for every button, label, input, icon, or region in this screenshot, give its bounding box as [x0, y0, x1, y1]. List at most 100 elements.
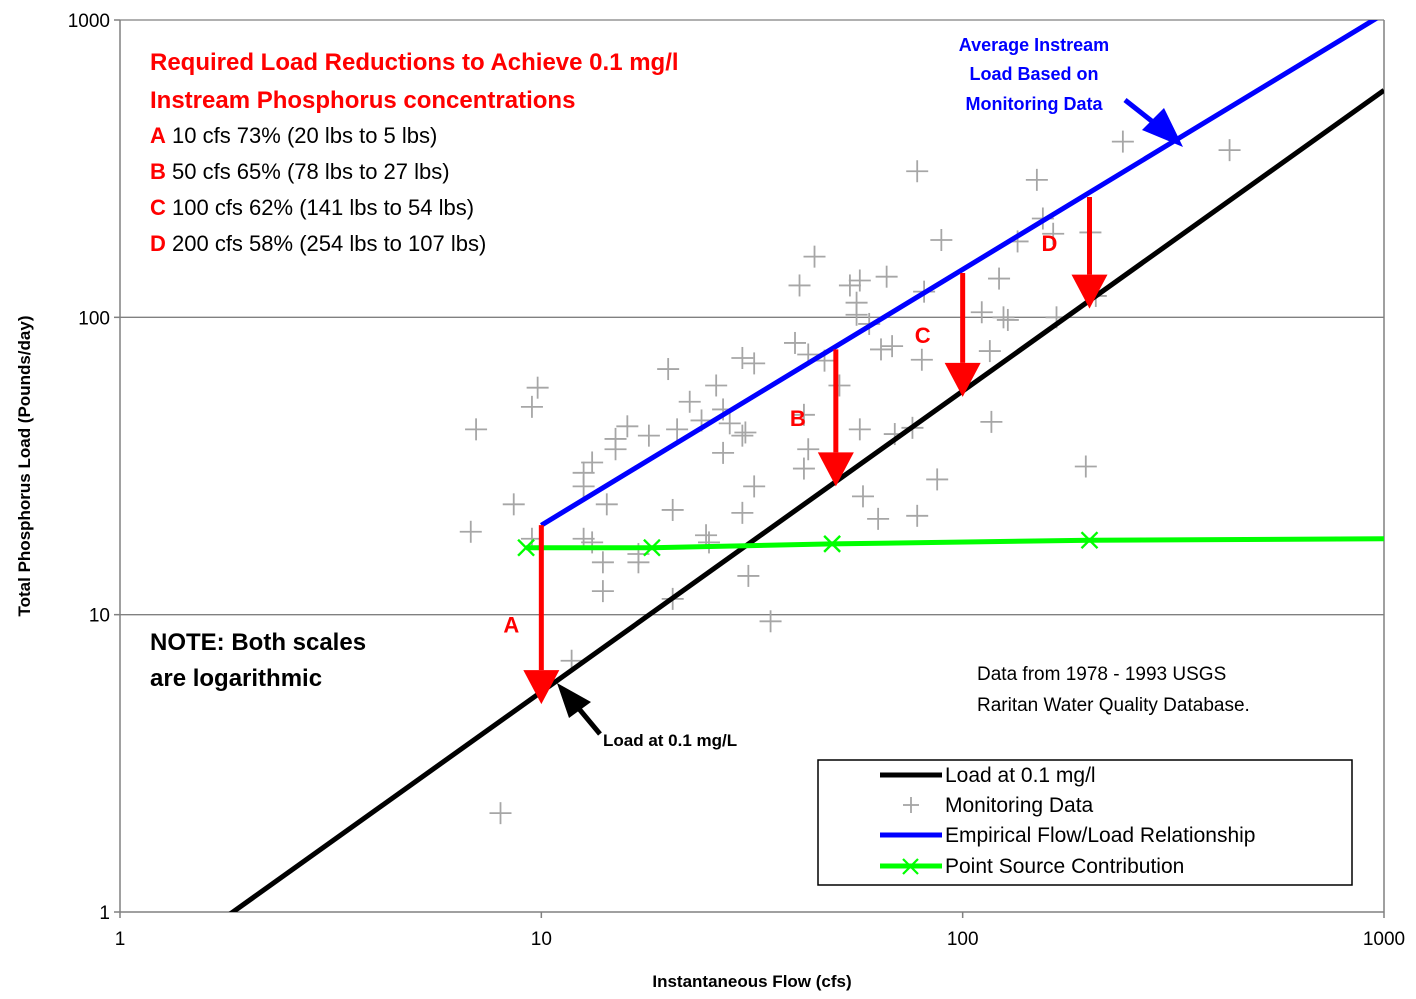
- data-point: [1074, 455, 1097, 478]
- data-point: [731, 501, 754, 524]
- source-line2: Raritan Water Quality Database.: [977, 695, 1250, 716]
- data-point: [867, 507, 890, 530]
- x-axis-title: Instantaneous Flow (cfs): [652, 972, 851, 991]
- data-point: [792, 403, 815, 426]
- reduction-item-d: D 200 cfs 58% (254 lbs to 107 lbs): [150, 231, 486, 256]
- x-tick-label: 100: [947, 929, 979, 950]
- marker-stroke: [823, 535, 841, 553]
- data-point: [845, 291, 868, 314]
- y-tick-label: 1: [99, 903, 110, 924]
- point-source-marker: [643, 538, 661, 557]
- reduction-text-b: 50 cfs 65% (78 lbs to 27 lbs): [166, 159, 450, 184]
- data-point: [661, 498, 684, 521]
- note-line2: are logarithmic: [150, 665, 322, 692]
- legend-label-load: Load at 0.1 mg/l: [945, 764, 1096, 787]
- arrow-head: [944, 362, 981, 397]
- data-point: [697, 531, 720, 554]
- data-point: [788, 274, 811, 297]
- reduction-letter-a: A: [150, 123, 166, 148]
- reductions-title-line2: Instream Phosphorus concentrations: [150, 87, 575, 114]
- reduction-item-c: C 100 cfs 62% (141 lbs to 54 lbs): [150, 195, 474, 220]
- data-point: [848, 269, 871, 292]
- reduction-label-c: C: [915, 323, 931, 348]
- marker-stroke: [517, 538, 535, 557]
- data-point: [980, 410, 1003, 433]
- y-axis-title: Total Phosphorus Load (Pounds/day): [15, 316, 34, 617]
- reduction-text-a: 10 cfs 73% (20 lbs to 5 lbs): [166, 123, 437, 148]
- point-source-marker: [1080, 531, 1099, 550]
- x-tick-label: 1: [115, 929, 126, 950]
- data-point: [595, 493, 618, 516]
- y-tick-label: 10: [89, 606, 110, 627]
- data-point: [978, 340, 1001, 363]
- data-point: [705, 374, 728, 397]
- arrow-head: [817, 452, 854, 487]
- avg-instream-arrow-head: [1142, 108, 1183, 147]
- x-tick-label: 10: [531, 929, 552, 950]
- source-line1: Data from 1978 - 1993 USGS: [977, 664, 1226, 685]
- data-point: [910, 348, 933, 371]
- reduction-arrow-a: A: [503, 525, 560, 705]
- data-point: [731, 424, 754, 447]
- point-source-marker: [823, 535, 841, 553]
- data-point: [1042, 222, 1065, 245]
- reductions-title-line1: Required Load Reductions to Achieve 0.1 …: [150, 49, 679, 76]
- reduction-letter-c: C: [150, 195, 166, 220]
- legend-label-empirical: Empirical Flow/Load Relationship: [945, 824, 1255, 847]
- data-point: [851, 485, 874, 508]
- data-point: [875, 265, 898, 288]
- legend-label-point-source: Point Source Contribution: [945, 855, 1184, 878]
- axis-ticks: 1 10 100 1000 1 10 100 1000: [68, 11, 1405, 950]
- series-lines: [228, 20, 1384, 912]
- avg-instream-line2: Load Based on: [969, 64, 1098, 84]
- data-point: [604, 427, 627, 450]
- data-point: [657, 358, 680, 381]
- reduction-item-a: A 10 cfs 73% (20 lbs to 5 lbs): [150, 123, 437, 148]
- reduction-arrow-c: C: [915, 272, 981, 397]
- data-point: [489, 802, 512, 825]
- data-point: [1218, 139, 1241, 162]
- empirical-line: [540, 20, 1379, 528]
- marker-stroke: [1080, 531, 1099, 550]
- reduction-arrow-b: B: [790, 349, 854, 487]
- data-point: [1025, 168, 1048, 191]
- data-point: [996, 308, 1019, 331]
- load-arrow-head: [557, 683, 591, 718]
- data-point: [718, 412, 741, 435]
- data-point: [637, 424, 660, 447]
- reduction-item-b: B 50 cfs 65% (78 lbs to 27 lbs): [150, 159, 450, 184]
- data-point: [797, 438, 820, 461]
- reduction-arrows: A B C D: [503, 196, 1108, 705]
- load-line-annotation: Load at 0.1 mg/L: [557, 683, 737, 750]
- avg-instream-line1: Average Instream: [959, 35, 1109, 55]
- data-point: [737, 564, 760, 587]
- reduction-label-d: D: [1042, 231, 1058, 256]
- y-tick-label: 100: [78, 308, 110, 329]
- data-point: [870, 338, 893, 361]
- arrow-head: [1071, 274, 1108, 309]
- data-point: [970, 301, 993, 324]
- data-point: [502, 493, 525, 516]
- load-line: [228, 88, 1384, 912]
- reduction-letter-d: D: [150, 231, 166, 256]
- point-source-marker: [517, 538, 535, 557]
- legend-swatch-monitoring: [903, 797, 919, 813]
- reductions-annotation: Required Load Reductions to Achieve 0.1 …: [150, 49, 679, 256]
- data-point: [759, 610, 782, 633]
- data-point: [792, 457, 815, 480]
- reduction-arrow-d: D: [1042, 196, 1108, 309]
- legend-label-monitoring: Monitoring Data: [945, 794, 1094, 817]
- data-point: [627, 551, 650, 574]
- y-tick-label: 1000: [68, 11, 110, 32]
- data-point: [803, 245, 826, 268]
- data-point: [1111, 130, 1134, 153]
- marker-stroke: [643, 538, 661, 557]
- reduction-text-c: 100 cfs 62% (141 lbs to 54 lbs): [166, 195, 474, 220]
- legend: Load at 0.1 mg/l Monitoring Data Empiric…: [817, 759, 1353, 886]
- data-point: [520, 395, 543, 418]
- data-point: [526, 376, 549, 399]
- data-point: [678, 390, 701, 413]
- x-tick-label: 1000: [1363, 929, 1405, 950]
- load-arrow-label: Load at 0.1 mg/L: [603, 731, 737, 750]
- reduction-text-d: 200 cfs 58% (254 lbs to 107 lbs): [166, 231, 486, 256]
